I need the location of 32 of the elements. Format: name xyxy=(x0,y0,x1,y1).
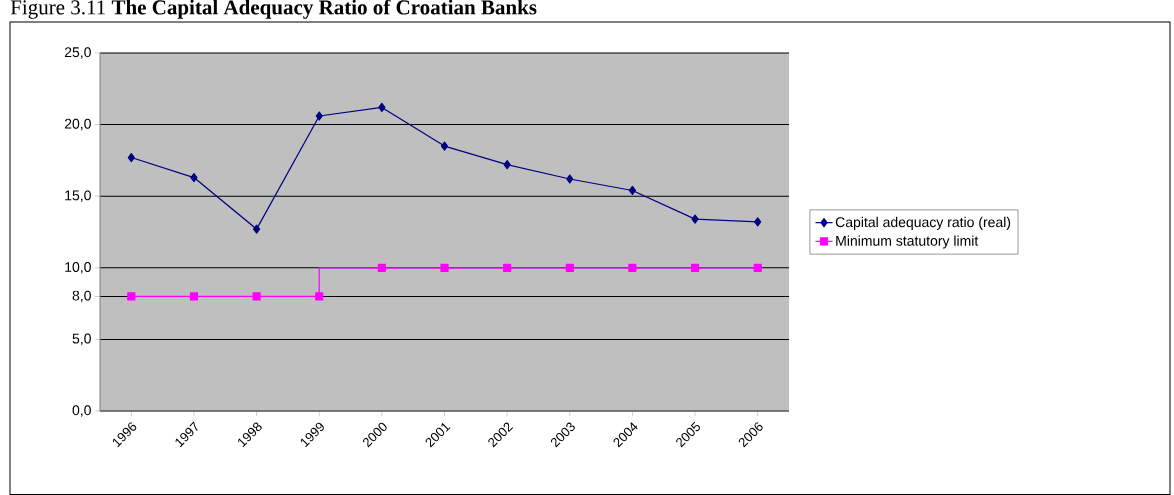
point xyxy=(628,263,637,272)
y-tick-label: 20,0 xyxy=(64,118,91,131)
y-tick-label: 5,0 xyxy=(72,333,91,346)
y-tick-label: 25,0 xyxy=(64,47,91,59)
point xyxy=(440,141,449,151)
point xyxy=(628,185,637,196)
chart-title: Figure 3.11 The Capital Adequacy Ratio of Croatian Banks xyxy=(10,0,537,19)
point xyxy=(252,292,261,301)
y-tick-label: 0,0 xyxy=(72,405,91,417)
point xyxy=(503,263,512,272)
point xyxy=(377,263,386,272)
point xyxy=(691,214,699,224)
legend-label: Capital adequacy ratio (real) xyxy=(835,216,1011,230)
point xyxy=(754,217,762,227)
y-tick-label: 15,0 xyxy=(65,190,91,202)
point xyxy=(189,292,199,301)
point xyxy=(565,263,574,272)
y-tick-label: 10,0 xyxy=(65,262,91,274)
point xyxy=(315,111,323,121)
point xyxy=(315,292,324,301)
point xyxy=(127,292,136,301)
point xyxy=(127,152,135,163)
point xyxy=(690,263,700,272)
point xyxy=(440,263,449,272)
point xyxy=(753,263,762,272)
point xyxy=(190,172,198,183)
legend-label: Minimum statutory limit xyxy=(836,235,979,249)
y-tick-label: 8,0 xyxy=(72,290,91,303)
point xyxy=(252,224,261,234)
point xyxy=(378,102,386,113)
point xyxy=(566,174,574,184)
point xyxy=(503,160,511,170)
